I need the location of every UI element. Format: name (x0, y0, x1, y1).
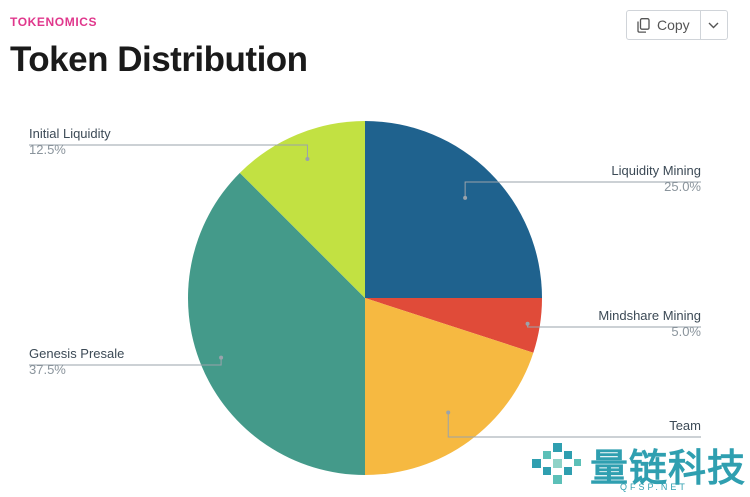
leader-line (447, 412, 701, 438)
slice-value-label: 12.5% (29, 142, 66, 157)
chevron-down-icon (708, 22, 719, 28)
watermark-logo-icon (532, 443, 581, 484)
watermark-subtext: QFSP.NET (620, 482, 688, 492)
copy-button-group: Copy (626, 10, 728, 40)
slice-label: Liquidity Mining (611, 163, 701, 178)
slice-label: Mindshare Mining (598, 308, 701, 323)
copy-button[interactable]: Copy (627, 11, 700, 39)
leader-dot (446, 410, 451, 415)
pie-slice-team[interactable] (365, 298, 534, 475)
pie-slice-mindshare-mining[interactable] (365, 298, 542, 353)
slice-value-label: 5.0% (671, 324, 701, 339)
pie-slice-initial-liquidity[interactable] (239, 121, 365, 298)
section-eyebrow: TOKENOMICS (10, 15, 98, 29)
copy-divider (699, 11, 701, 39)
leader-line (29, 144, 308, 160)
leader-line (464, 181, 701, 198)
slice-label: Team (669, 418, 701, 433)
slice-label: Initial Liquidity (29, 126, 111, 141)
watermark: 量链科技 QFSP.NET (528, 435, 750, 497)
page-title: Token Distribution (10, 40, 308, 79)
pie-slice-genesis-presale[interactable] (188, 172, 365, 475)
leader-dot (525, 321, 530, 326)
leader-line (29, 357, 222, 366)
slice-label: Genesis Presale (29, 346, 124, 361)
pie-slice-liquidity-mining[interactable] (365, 121, 542, 298)
slice-value-label: 37.5% (29, 362, 66, 377)
copy-icon (637, 17, 650, 33)
slice-value-label: 25.0% (664, 179, 701, 194)
copy-label: Copy (657, 17, 690, 33)
leader-dot (219, 355, 224, 360)
watermark-text: 量链科技 (590, 446, 747, 490)
leader-dot (463, 195, 468, 200)
copy-dropdown-button[interactable] (701, 11, 727, 39)
leader-dot (305, 157, 310, 162)
